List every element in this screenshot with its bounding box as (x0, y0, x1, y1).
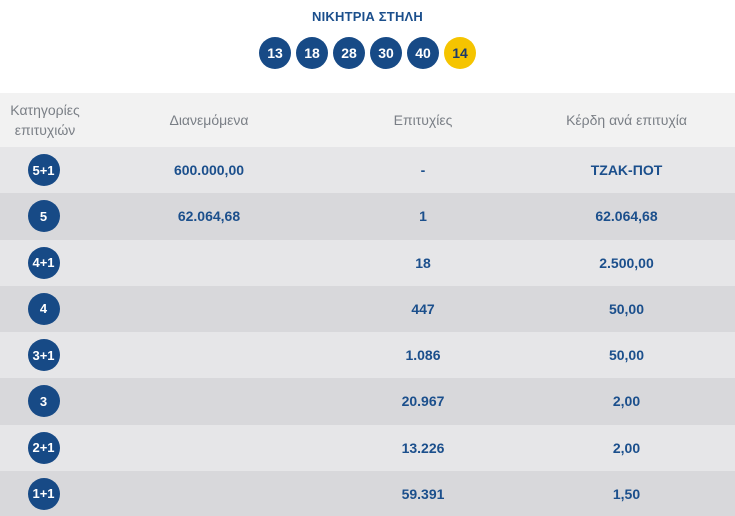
number-ball: 30 (370, 37, 402, 69)
category-badge: 5 (27, 200, 60, 233)
category-badge: 2+1 (27, 431, 60, 464)
table-row: 1+1 59.391 1,50 (0, 470, 735, 516)
distributed-cell: 600.000,00 (173, 162, 245, 179)
prize-table-header-row: Κατηγορίες επιτυχιών Διανεμόμενα Επιτυχί… (0, 93, 735, 147)
winning-column-header: ΝΙΚΗΤΡΙΑ ΣΤΗΛΗ 13 18 28 30 40 14 (0, 0, 735, 93)
winners-cell: - (420, 162, 426, 179)
table-row: 5+1 600.000,00 - ΤΖΑΚ-ΠΟΤ (0, 147, 735, 194)
winners-cell: 18 (415, 254, 431, 271)
prize-cell: 2,00 (612, 439, 641, 456)
distributed-cell (90, 425, 328, 471)
category-badge: 5+1 (27, 154, 60, 187)
winners-cell: 59.391 (401, 485, 445, 502)
header-winners: Επιτυχίες (393, 112, 453, 128)
distributed-cell (90, 471, 328, 516)
header-distributed: Διανεμόμενα (169, 112, 249, 128)
table-row: 3+1 1.086 50,00 (0, 332, 735, 379)
category-badge: 4 (27, 292, 60, 325)
table-row: 4 447 50,00 (0, 285, 735, 332)
number-ball: 28 (333, 37, 365, 69)
distributed-cell (90, 332, 328, 378)
distributed-cell (90, 240, 328, 286)
prize-table: Κατηγορίες επιτυχιών Διανεμόμενα Επιτυχί… (0, 93, 735, 516)
prize-cell: 1,50 (612, 485, 641, 502)
prize-cell: ΤΖΑΚ-ΠΟΤ (590, 162, 663, 179)
distributed-cell: 62.064,68 (177, 208, 241, 225)
winners-cell: 1 (419, 208, 427, 225)
category-badge: 4+1 (27, 246, 60, 279)
number-ball: 18 (296, 37, 328, 69)
table-row: 5 62.064,68 1 62.064,68 (0, 193, 735, 240)
category-badge: 1+1 (27, 477, 60, 510)
winners-cell: 1.086 (405, 347, 441, 364)
header-category: Κατηγορίες επιτυχιών (10, 102, 80, 138)
prize-cell: 62.064,68 (595, 208, 658, 225)
number-ball: 40 (407, 37, 439, 69)
table-row: 2+1 13.226 2,00 (0, 424, 735, 471)
winners-cell: 447 (411, 300, 435, 317)
distributed-cell (90, 378, 328, 424)
winners-cell: 13.226 (401, 439, 445, 456)
winning-column-title: ΝΙΚΗΤΡΙΑ ΣΤΗΛΗ (312, 9, 423, 24)
category-badge: 3+1 (27, 339, 60, 372)
number-ball: 13 (259, 37, 291, 69)
winning-numbers: 13 18 28 30 40 14 (0, 37, 735, 69)
table-row: 4+1 18 2.500,00 (0, 239, 735, 286)
winners-cell: 20.967 (401, 393, 445, 410)
table-row: 3 20.967 2,00 (0, 378, 735, 425)
prize-cell: 50,00 (608, 347, 645, 364)
distributed-cell (90, 286, 328, 332)
bonus-number-ball: 14 (444, 37, 476, 69)
category-badge: 3 (27, 385, 60, 418)
prize-cell: 2,00 (612, 393, 641, 410)
prize-cell: 50,00 (608, 300, 645, 317)
prize-cell: 2.500,00 (599, 254, 654, 271)
header-prize: Κέρδη ανά επιτυχία (566, 112, 687, 128)
